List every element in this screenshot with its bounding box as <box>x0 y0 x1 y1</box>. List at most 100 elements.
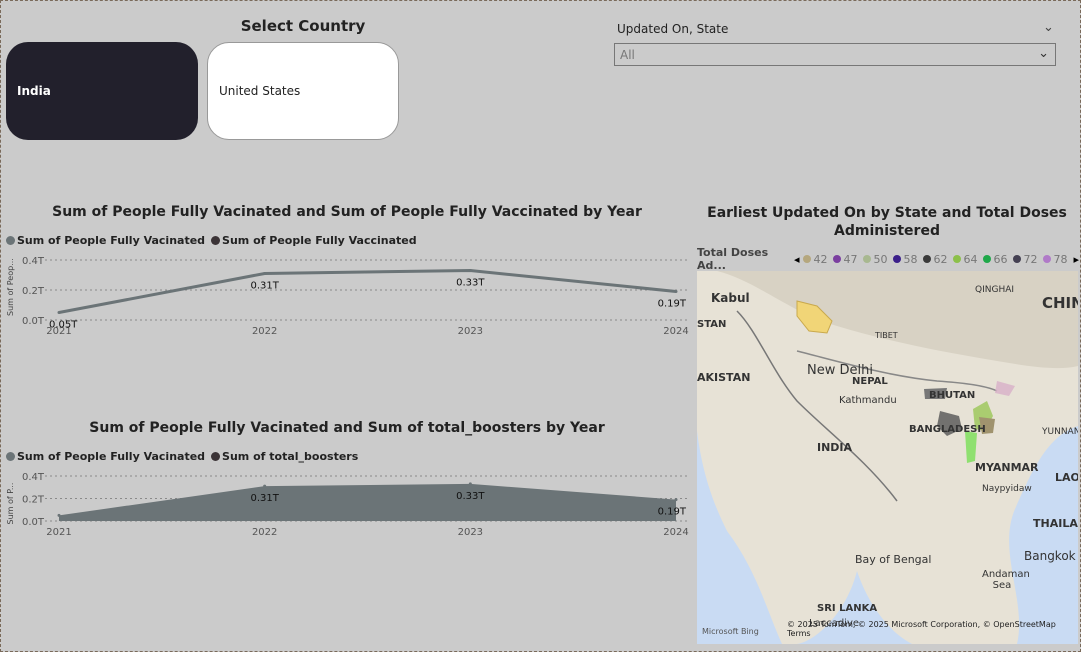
legend-value: 42 <box>813 252 828 266</box>
map-place-label: QINGHAI <box>975 285 1015 295</box>
map-place-label: NEPAL <box>852 376 888 387</box>
legend-item[interactable]: Sum of People Fully Vaccinated <box>211 234 417 247</box>
data-label: 0.33T <box>456 278 485 289</box>
data-point <box>674 290 678 293</box>
map-legend-item[interactable]: 78 <box>1043 253 1067 266</box>
map-legend-label: Total Doses Ad... <box>697 246 769 272</box>
x-tick-label: 2021 <box>46 527 71 538</box>
map-place-label: Kabul <box>711 291 750 305</box>
map-legend-item[interactable]: 64 <box>953 253 977 266</box>
x-tick-label: 2023 <box>458 527 483 538</box>
map-region-ladakh <box>796 300 833 334</box>
map-title: Earliest Updated On by State and Total D… <box>707 205 1067 239</box>
country-label: United States <box>219 84 301 98</box>
map-place-label: AKISTAN <box>697 371 751 384</box>
map-legend-item[interactable]: 50 <box>863 253 887 266</box>
map-place-label: STAN <box>697 319 727 330</box>
y-tick-label: 0.0T <box>22 517 45 528</box>
map-place-label: Andaman Sea <box>982 569 1030 591</box>
map-place-label: YUNNAN <box>1042 427 1078 437</box>
map-region-sikkim <box>924 388 947 399</box>
legend-item[interactable]: Sum of People Fully Vacinated <box>6 450 205 463</box>
map-place-label: SRI LANKA <box>817 603 878 614</box>
legend-swatch <box>833 255 842 263</box>
legend-swatch <box>923 255 932 263</box>
legend-value: 50 <box>873 252 888 266</box>
data-label: 0.05T <box>49 320 78 331</box>
y-tick-label: 0.0T <box>22 316 45 327</box>
area-chart-title: Sum of People Fully Vacinated and Sum of… <box>89 420 605 436</box>
legend-prev-icon[interactable]: ◂ <box>793 252 800 266</box>
map-region-meghalaya <box>937 411 962 436</box>
legend-swatch <box>983 255 992 263</box>
filter-value: All <box>620 48 635 62</box>
map-place-label: Kathmandu <box>839 395 897 406</box>
area-chart-legend: Sum of People Fully Vacinated Sum of tot… <box>6 450 358 463</box>
chevron-down-icon[interactable]: ⌄ <box>1043 20 1054 35</box>
map-legend-item[interactable]: 72 <box>1013 253 1037 266</box>
legend-item[interactable]: Sum of total_boosters <box>211 450 358 463</box>
map-legend-item[interactable]: 66 <box>983 253 1007 266</box>
map-place-label: Bay of Bengal <box>855 553 932 566</box>
map-place-label: New Delhi <box>807 363 873 378</box>
x-tick-label: 2024 <box>663 326 688 337</box>
map-place-label: Bangkok <box>1024 549 1076 563</box>
map-terrain <box>697 271 1078 644</box>
data-point <box>468 269 472 272</box>
data-label: 0.19T <box>658 507 687 518</box>
map-region-arunachal <box>995 381 1015 396</box>
slicer-title: Select Country <box>240 17 366 35</box>
map-attribution[interactable]: © 2025 TomTom, © 2025 Microsoft Corporat… <box>787 620 1056 638</box>
data-point <box>674 498 678 502</box>
map-place-label: THAILA <box>1033 517 1078 530</box>
map-place-label: INDIA <box>817 441 853 454</box>
map-place-label: MYANMAR <box>975 461 1039 474</box>
area-chart[interactable]: 0.4T 0.2T 0.0T Sum of P... 2021 2022 2023 2024 0… <box>0 466 694 546</box>
y-axis-label: Sum of P... <box>6 483 15 525</box>
legend-value: 72 <box>1023 252 1038 266</box>
map-visual[interactable]: Kabul QINGHAI CHIN STAN TIBET New Delhi AKISTA… <box>697 271 1078 644</box>
country-button-india[interactable]: India <box>6 42 198 140</box>
map-place-label: BANGLADESH <box>909 424 986 435</box>
data-label: 0.19T <box>658 299 687 310</box>
legend-value: 64 <box>963 252 978 266</box>
map-place-label: Naypyidaw <box>982 484 1032 494</box>
data-point <box>468 482 472 486</box>
y-tick-label: 0.4T <box>22 472 45 483</box>
x-tick-label: 2023 <box>458 326 483 337</box>
legend-value: 47 <box>843 252 858 266</box>
legend-swatch <box>953 255 962 263</box>
data-point <box>57 311 61 314</box>
map-region-mizoram <box>965 431 977 463</box>
data-point <box>263 484 267 488</box>
legend-swatch <box>803 255 812 263</box>
x-tick-label: 2024 <box>663 527 688 538</box>
legend-value: 66 <box>993 252 1008 266</box>
map-legend-item[interactable]: 47 <box>833 253 857 266</box>
line-chart-title: Sum of People Fully Vacinated and Sum of… <box>52 204 642 220</box>
data-point <box>57 513 61 517</box>
data-label: 0.33T <box>456 491 485 502</box>
y-axis-label: Sum of Peop... <box>6 258 15 316</box>
legend-swatch <box>1043 255 1052 263</box>
map-legend-item[interactable]: 58 <box>893 253 917 266</box>
country-button-united-states[interactable]: United States <box>207 42 399 140</box>
bing-logo: Microsoft Bing <box>702 627 759 636</box>
x-tick-label: 2022 <box>252 527 277 538</box>
legend-swatch <box>1013 255 1022 263</box>
data-point <box>263 272 267 275</box>
map-place-label: TIBET <box>875 331 898 340</box>
line-chart[interactable]: 0.4T 0.2T 0.0T Sum of Peop... 2021 2022 2023 20… <box>0 250 694 340</box>
data-label: 0.31T <box>250 493 279 504</box>
filter-dropdown[interactable]: All ⌄ <box>614 43 1056 66</box>
legend-item[interactable]: Sum of People Fully Vacinated <box>6 234 205 247</box>
x-tick-label: 2022 <box>252 326 277 337</box>
data-label: 0.31T <box>250 281 279 292</box>
legend-swatch <box>863 255 872 263</box>
map-legend-item[interactable]: 62 <box>923 253 947 266</box>
legend-value: 58 <box>903 252 918 266</box>
map-legend-item[interactable]: 42 <box>803 253 827 266</box>
legend-next-icon[interactable]: ▸ <box>1073 252 1079 266</box>
area-fill <box>59 483 676 521</box>
map-place-label: BHUTAN <box>929 390 976 401</box>
